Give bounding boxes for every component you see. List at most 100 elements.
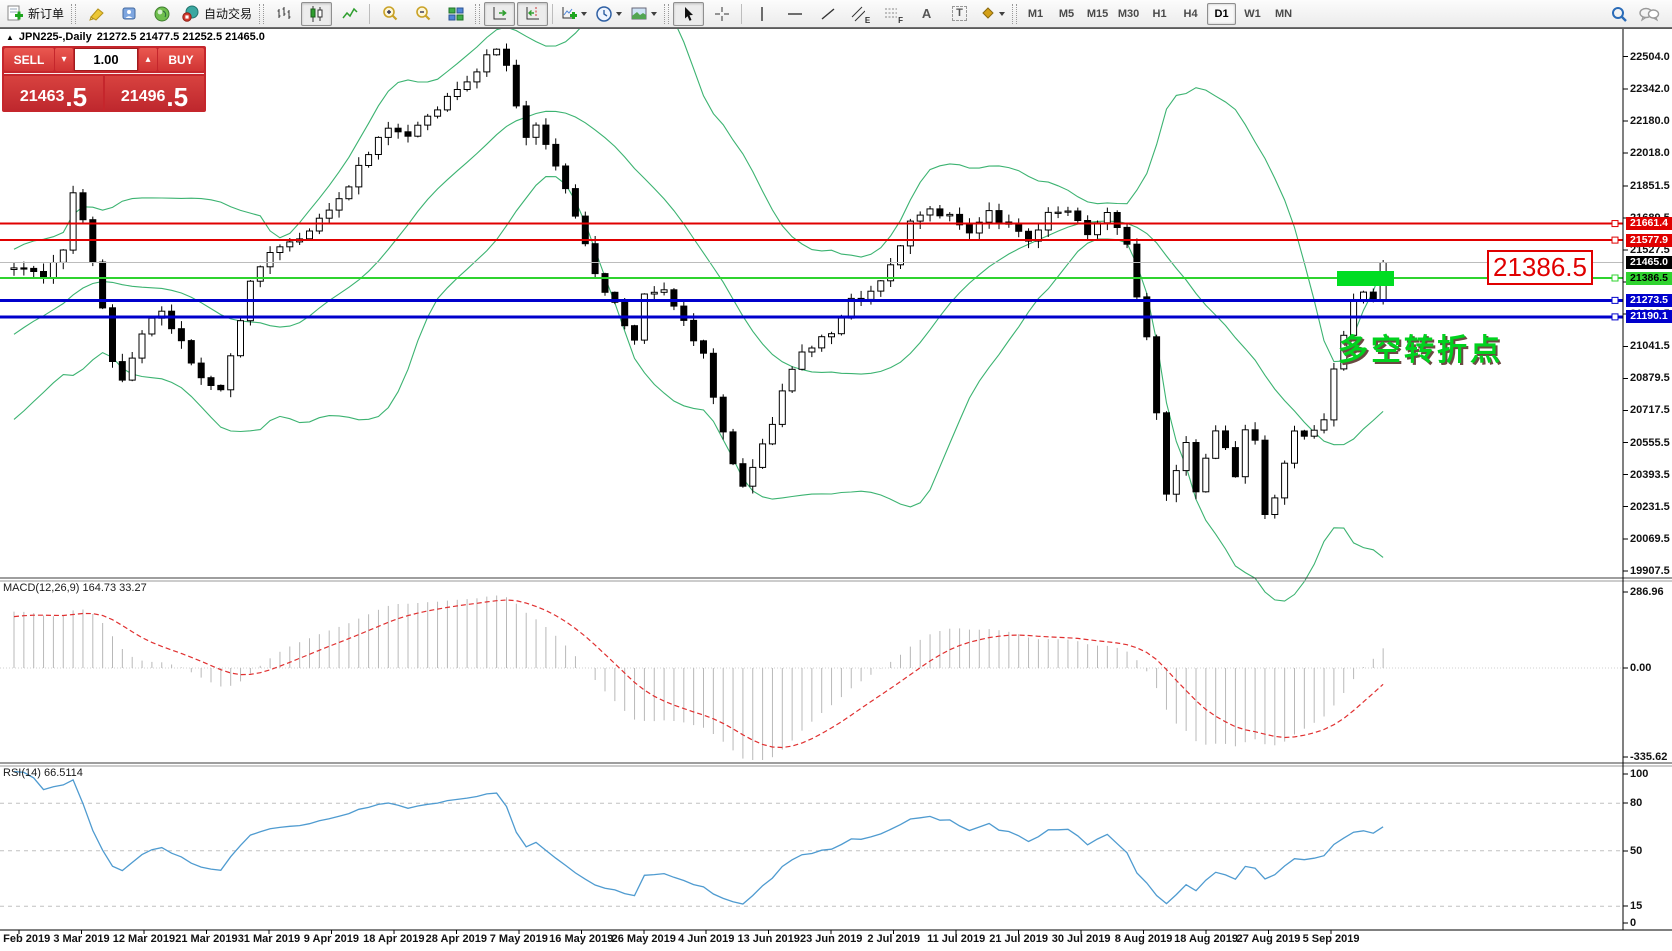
cursor-button[interactable] bbox=[673, 1, 705, 26]
collapse-panel-arrow[interactable]: ▲ bbox=[6, 32, 14, 42]
equidistant-channel-icon bbox=[851, 6, 865, 21]
candle-bullish bbox=[778, 390, 786, 425]
signals-button[interactable] bbox=[146, 2, 177, 26]
label-button[interactable]: T bbox=[944, 2, 975, 26]
periods-dropdown[interactable] bbox=[592, 2, 625, 26]
text-button[interactable]: A bbox=[911, 2, 942, 26]
new-order-button[interactable]: 新订单 bbox=[3, 2, 67, 26]
candle-bearish bbox=[601, 273, 609, 293]
tile-windows-button[interactable] bbox=[440, 2, 471, 26]
candle-bullish bbox=[926, 208, 934, 216]
zoom-out-button[interactable] bbox=[407, 2, 438, 26]
timeframe-mn-button[interactable]: MN bbox=[1274, 7, 1293, 20]
bollinger-band-line bbox=[13, 176, 1384, 602]
timeframe-m15-button[interactable]: M15 bbox=[1086, 7, 1109, 20]
candle-bearish bbox=[404, 131, 412, 137]
shapes-icon bbox=[982, 6, 994, 19]
timeframe-w1-button[interactable]: W1 bbox=[1244, 7, 1261, 20]
price-callout-box[interactable]: 21386.5 bbox=[1487, 250, 1593, 285]
line-handle-marker[interactable] bbox=[1611, 236, 1619, 244]
chart-annotation[interactable]: 多空转折点 bbox=[1338, 334, 1503, 367]
main-toolbar: 新订单 自动交易 bbox=[0, 0, 1672, 28]
new-chart-icon bbox=[562, 6, 578, 19]
auto-scroll-button[interactable] bbox=[484, 1, 516, 26]
chart-shift-icon bbox=[526, 6, 539, 19]
candle-bullish bbox=[768, 423, 776, 445]
shapes-dropdown[interactable] bbox=[977, 2, 1008, 26]
candle-bullish bbox=[463, 81, 471, 91]
bar-chart-button[interactable] bbox=[268, 2, 299, 26]
price-tag[interactable]: 21190.1 bbox=[1626, 310, 1672, 324]
date-label: 16 May 2019 bbox=[549, 933, 614, 945]
timeframe-m1-button[interactable]: M1 bbox=[1027, 7, 1044, 20]
price-tag[interactable]: 21273.5 bbox=[1626, 293, 1672, 307]
candle-bearish bbox=[690, 319, 698, 342]
zoom-in-icon bbox=[382, 5, 397, 20]
volume-input[interactable]: 1.00 bbox=[74, 48, 138, 71]
candle-bearish bbox=[700, 340, 707, 354]
y-axis-label: 20717.5 bbox=[1630, 404, 1670, 417]
auto-trading-icon bbox=[182, 5, 199, 22]
candlestick-chart-button[interactable] bbox=[301, 1, 333, 26]
candle-bearish bbox=[1231, 447, 1239, 478]
chart-shift-button[interactable] bbox=[517, 1, 549, 26]
highlighter-button[interactable] bbox=[80, 2, 111, 26]
new-chart-dropdown[interactable] bbox=[557, 2, 590, 26]
buy-button[interactable]: BUY bbox=[158, 48, 204, 71]
templates-dropdown[interactable] bbox=[627, 2, 660, 26]
timeframe-h1-button[interactable]: H1 bbox=[1152, 7, 1167, 20]
candle-bearish bbox=[631, 325, 638, 341]
candle-bullish bbox=[266, 252, 274, 268]
timeframe-m30-button[interactable]: M30 bbox=[1117, 7, 1140, 20]
date-label: 21 Jul 2019 bbox=[989, 933, 1048, 945]
price-tag[interactable]: 21577.9 bbox=[1626, 233, 1672, 247]
y-axis-label: 21041.5 bbox=[1630, 340, 1670, 353]
line-handle-marker[interactable] bbox=[1611, 274, 1619, 282]
candle-bullish bbox=[1241, 429, 1249, 478]
search-icon[interactable] bbox=[1610, 5, 1628, 23]
price-tag[interactable]: 21386.5 bbox=[1626, 271, 1672, 285]
auto-trading-button[interactable]: 自动交易 bbox=[179, 2, 255, 26]
timeframe-m5-button[interactable]: M5 bbox=[1058, 7, 1075, 20]
volume-increase-button[interactable]: ▴ bbox=[139, 48, 157, 71]
chat-icon[interactable] bbox=[1638, 5, 1660, 23]
candle-bullish bbox=[1182, 442, 1190, 472]
timeframe-d1-button[interactable]: D1 bbox=[1207, 2, 1237, 25]
zoom-in-button[interactable] bbox=[374, 2, 405, 26]
line-handle-marker[interactable] bbox=[1611, 220, 1619, 228]
price-tag[interactable]: 21465.0 bbox=[1626, 255, 1672, 269]
bid-price[interactable]: 21463 .5 bbox=[4, 76, 103, 110]
date-label: 11 Jul 2019 bbox=[927, 933, 986, 945]
candle-bullish bbox=[138, 333, 146, 359]
ask-price-frac: .5 bbox=[166, 81, 189, 112]
ask-price[interactable]: 21496 .5 bbox=[105, 76, 204, 110]
timeframe-h4-button[interactable]: H4 bbox=[1183, 7, 1198, 20]
line-chart-button[interactable] bbox=[334, 2, 365, 26]
volume-decrease-button[interactable]: ▾ bbox=[55, 48, 73, 71]
fibonacci-button[interactable]: F bbox=[878, 2, 909, 26]
candle-bullish bbox=[414, 124, 422, 137]
candle-bullish bbox=[335, 198, 343, 211]
line-handle-marker[interactable] bbox=[1611, 313, 1619, 321]
line-handle-marker[interactable] bbox=[1611, 296, 1619, 304]
auto-scroll-icon bbox=[493, 6, 507, 19]
date-label: 12 Mar 2019 bbox=[112, 933, 176, 945]
vertical-line-button[interactable] bbox=[746, 2, 777, 26]
date-label: 26 May 2019 bbox=[611, 933, 676, 945]
candle-bearish bbox=[1113, 212, 1121, 228]
sell-button[interactable]: SELL bbox=[4, 48, 54, 71]
candle-bearish bbox=[581, 215, 589, 245]
profile-button[interactable] bbox=[113, 2, 144, 26]
date-label: 31 Mar 2019 bbox=[237, 933, 301, 945]
candle-bearish bbox=[1300, 430, 1308, 437]
trendline-button[interactable] bbox=[812, 2, 843, 26]
pivot-highlight-box[interactable] bbox=[1337, 271, 1394, 286]
price-tag[interactable]: 21661.4 bbox=[1626, 217, 1672, 231]
channel-button[interactable]: E bbox=[845, 2, 876, 26]
date-label: 27 Aug 2019 bbox=[1236, 933, 1301, 945]
candle-bullish bbox=[256, 266, 264, 282]
horizontal-line-button[interactable] bbox=[779, 2, 810, 26]
crosshair-button[interactable] bbox=[706, 2, 737, 26]
rsi-axis-label: 50 bbox=[1630, 844, 1643, 857]
